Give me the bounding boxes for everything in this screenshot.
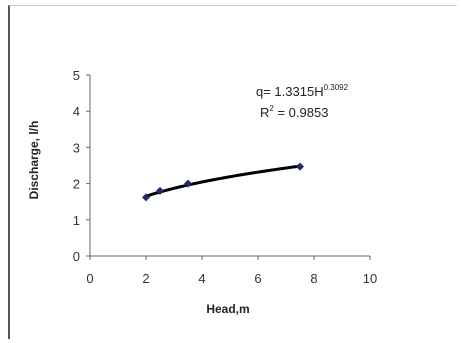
x-axis-label: Head,m [206, 302, 249, 316]
trendline-group [145, 164, 301, 198]
data-point [142, 193, 150, 202]
x-tick-label: 8 [310, 271, 317, 286]
trendline-equation: q= 1.3315H0.3092 [256, 83, 349, 99]
r2-prefix: R [260, 105, 269, 120]
y-tick-label: 1 [73, 213, 80, 228]
x-tick-label: 6 [254, 271, 261, 286]
y-axis-label: Discharge, l/h [27, 121, 41, 200]
x-tick-label: 4 [198, 271, 205, 286]
r2-superscript: 2 [269, 104, 274, 113]
x-tick-label: 0 [86, 271, 93, 286]
y-tick-label: 2 [73, 177, 80, 192]
chart-frame [8, 5, 457, 339]
r-squared: R2 = 0.9853 [260, 104, 328, 120]
equation-exponent: 0.3092 [324, 83, 349, 92]
data-points [142, 162, 304, 202]
data-point [156, 186, 164, 195]
data-point [296, 162, 304, 171]
data-point [184, 179, 192, 188]
y-tick-label: 4 [73, 104, 80, 119]
ticks: 0 1 2 3 4 5 0 2 4 6 8 10 [73, 68, 377, 286]
y-tick-label: 5 [73, 68, 80, 83]
y-tick-label: 3 [73, 140, 80, 155]
equation-text: q= 1.3315H [256, 84, 324, 99]
x-tick-label: 2 [142, 271, 149, 286]
y-tick-label: 0 [73, 249, 80, 264]
r2-value: = 0.9853 [274, 105, 329, 120]
x-tick-label: 10 [363, 271, 377, 286]
axes [89, 75, 370, 257]
trendline [145, 164, 301, 198]
